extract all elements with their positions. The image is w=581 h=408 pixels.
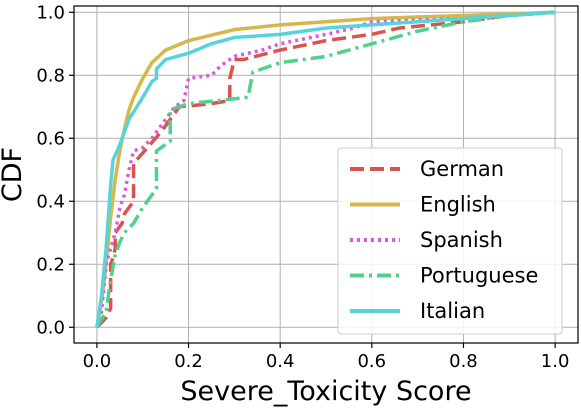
y-tick-label: 1.0: [36, 2, 65, 23]
legend-box: [337, 147, 563, 335]
legend-label-english: English: [420, 193, 496, 217]
y-tick-label: 0.6: [36, 128, 65, 149]
series-line-english: [95, 10, 556, 328]
x-tick-label: 0.0: [83, 351, 112, 372]
x-tick-label: 0.2: [174, 351, 203, 372]
x-tick-label: 0.8: [449, 351, 478, 372]
legend-label-portuguese: Portuguese: [420, 264, 538, 288]
legend-items: German English Spanish Portuguese Italian: [350, 157, 538, 323]
series-line-spanish: [95, 10, 556, 328]
legend-label-german: German: [420, 157, 504, 181]
y-tick-label: 0.8: [36, 65, 65, 86]
y-tick-label: 0.0: [36, 317, 65, 338]
series-line-italian: [95, 10, 556, 328]
plot-frame: [73, 5, 579, 344]
legend: German English Spanish Portuguese Italian: [337, 147, 563, 335]
legend-label-italian: Italian: [420, 299, 485, 323]
series-lines: [95, 10, 556, 329]
y-tick-label: 0.2: [36, 254, 65, 275]
x-tick-label: 0.6: [357, 351, 386, 372]
axis-ticks: 0.0 0.2 0.4 0.6 0.8 1.0 0.0 0.2 0.4 0.6 0.8 1.0: [36, 2, 569, 372]
series-line-portuguese: [95, 10, 556, 329]
series-line-german: [95, 10, 556, 329]
y-axis-label: CDF: [0, 147, 28, 202]
legend-label-spanish: Spanish: [420, 228, 503, 252]
y-tick-label: 0.4: [36, 191, 65, 212]
x-tick-label: 0.4: [266, 351, 295, 372]
x-axis-label: Severe_Toxicity Score: [180, 376, 471, 407]
x-tick-label: 1.0: [541, 351, 570, 372]
